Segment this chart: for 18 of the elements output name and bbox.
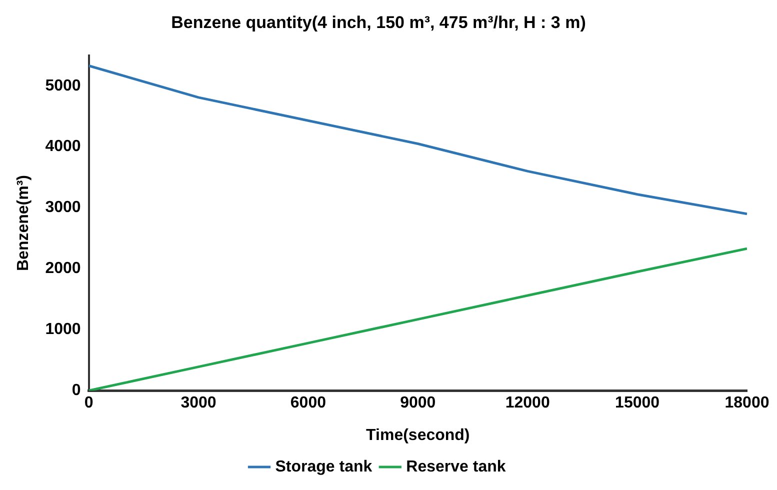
y-tick-label: 4000 (45, 138, 81, 156)
y-tick-label: 3000 (45, 199, 81, 216)
y-axis-title: Benzene(m³) (15, 174, 32, 272)
x-tick-label: 15000 (615, 394, 660, 412)
x-tick-label: 12000 (505, 394, 550, 412)
y-tick-label: 2000 (45, 260, 81, 278)
y-tick-label: 0 (72, 382, 81, 400)
x-tick-label: 9000 (400, 394, 436, 412)
x-tick-label: 3000 (180, 394, 216, 412)
y-tick-label: 5000 (45, 77, 81, 94)
y-tick-label: 1000 (45, 321, 81, 338)
legend-label: Storage tank (275, 458, 372, 476)
legend-label: Reserve tank (406, 458, 506, 476)
x-tick-label: 18000 (724, 394, 770, 412)
x-tick-label: 6000 (290, 394, 326, 412)
x-tick-label: 0 (84, 394, 94, 412)
x-axis-title: Time(second) (366, 426, 470, 444)
chart-title: Benzene quantity(4 inch, 150 m³, 475 m³/hr, H : 3 m) (171, 12, 586, 32)
